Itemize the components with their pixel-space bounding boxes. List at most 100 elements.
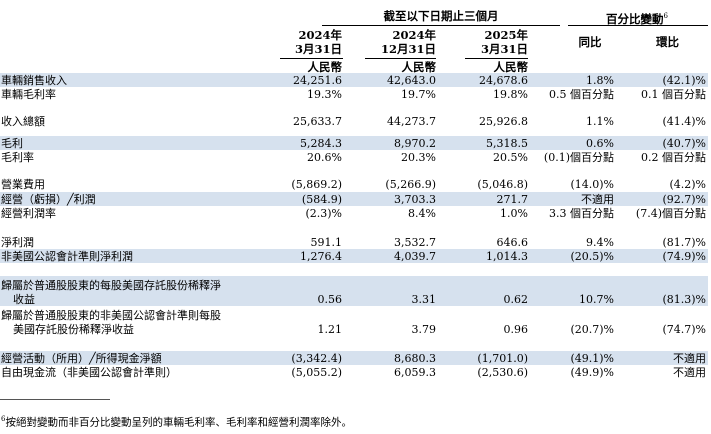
row-label: 歸屬於普通股股東的非美國公認會計準則每股 — [1, 309, 221, 322]
row-v1: 24,251.6 — [293, 74, 342, 87]
band-5 — [0, 276, 708, 306]
row-label-continued: 美國存託股份稀釋淨收益 — [13, 323, 134, 336]
footnote-rule — [0, 399, 110, 400]
row-v2: 44,273.7 — [387, 115, 436, 128]
row-v2: 6,059.3 — [394, 366, 436, 379]
row-v2: 8,970.2 — [394, 137, 436, 150]
band-2 — [0, 136, 708, 150]
col1-year: 2024年 — [298, 28, 342, 42]
row-v3: 0.96 — [503, 323, 529, 336]
row-qoq: (81.3)% — [662, 293, 706, 306]
period-group-title: 截至以下日期止三個月 — [383, 9, 499, 23]
row-yoy: 3.3 個百分點 — [549, 207, 614, 220]
row-yoy: (0.1)個百分點 — [543, 151, 614, 164]
percent-change-title: 百分比變動6 — [568, 9, 706, 26]
row-qoq: (81.7)% — [662, 236, 706, 249]
row-v1: 5,284.3 — [300, 137, 342, 150]
row-qoq: (74.7)% — [662, 323, 706, 336]
col3-currency: 人民幣 — [493, 60, 529, 74]
row-v2: 4,039.7 — [394, 250, 436, 263]
row-yoy: (20.7)% — [570, 323, 614, 336]
band-4 — [0, 249, 708, 263]
col3-date: 3月31日 — [480, 42, 528, 56]
row-yoy: 0.6% — [586, 137, 614, 150]
row-label: 經營（虧損）╱利潤 — [1, 193, 96, 206]
col1-currency: 人民幣 — [307, 60, 343, 74]
row-label: 經營活動（所用）╱所得現金淨額 — [1, 352, 162, 365]
row-yoy: 不適用 — [581, 193, 614, 206]
col2-currency: 人民幣 — [401, 60, 437, 74]
row-v1: 0.56 — [317, 293, 343, 306]
row-qoq: (7.4)個百分點 — [635, 207, 706, 220]
band-3 — [0, 192, 708, 206]
col2-date: 12月31日 — [380, 42, 436, 56]
row-v2: 3.31 — [411, 293, 437, 306]
footnote: 6按絕對變動而非百分比變動呈列的車輛毛利率、毛利率和經營利潤率除外。 — [1, 413, 352, 430]
row-v3: (5,046.8) — [477, 178, 528, 191]
row-yoy: 1.8% — [586, 74, 614, 87]
row-v1: (2.3)% — [305, 207, 342, 220]
row-qoq: (74.9)% — [662, 250, 706, 263]
row-label: 自由現金流（非美國公認會計準則） — [1, 366, 177, 379]
row-v1: 1,276.4 — [300, 250, 342, 263]
row-v2: 20.3% — [401, 151, 436, 164]
row-v2: 3,703.3 — [394, 193, 436, 206]
row-label: 經營利潤率 — [1, 207, 56, 220]
col3-year: 2025年 — [484, 28, 528, 42]
row-v3: 0.62 — [503, 293, 529, 306]
row-v3: 646.6 — [496, 236, 529, 249]
col1-rule — [280, 58, 343, 59]
row-qoq: (4.2)% — [669, 178, 706, 191]
row-qoq: (40.7)% — [662, 137, 706, 150]
percent-change-footnote-mark: 6 — [663, 12, 668, 20]
footnote-mark: 6 — [1, 415, 6, 423]
row-label: 歸屬於普通股股東的每股美國存託股份稀釋淨 — [1, 279, 221, 292]
row-v1: 20.6% — [307, 151, 342, 164]
row-v2: 19.7% — [401, 88, 436, 101]
band-6 — [0, 351, 708, 365]
qoq-header: 環比 — [656, 35, 679, 49]
row-label-continued: 收益 — [13, 293, 35, 306]
row-yoy: 10.7% — [579, 293, 614, 306]
row-qoq: (41.4)% — [662, 115, 706, 128]
row-v3: (1,701.0) — [477, 352, 528, 365]
row-qoq: 0.2 個百分點 — [641, 151, 706, 164]
row-v3: 1.0% — [500, 207, 528, 220]
row-label: 非美國公認會計準則淨利潤 — [1, 250, 133, 263]
row-v2: 3,532.7 — [394, 236, 436, 249]
row-yoy: (20.5)% — [570, 250, 614, 263]
header-rule-change — [568, 25, 708, 26]
row-v3: (2,530.6) — [477, 366, 528, 379]
row-v3: 5,318.5 — [486, 137, 528, 150]
yoy-header: 同比 — [578, 35, 602, 49]
row-label: 收入總額 — [1, 115, 45, 128]
row-qoq: 不適用 — [673, 352, 706, 365]
col2-rule — [365, 58, 436, 59]
row-v2: 8.4% — [408, 207, 436, 220]
row-v3: 19.8% — [493, 88, 528, 101]
row-v3: 25,926.8 — [479, 115, 528, 128]
row-v2: (5,266.9) — [385, 178, 436, 191]
row-v1: 591.1 — [310, 236, 343, 249]
row-v3: 271.7 — [496, 193, 529, 206]
percent-change-title-text: 百分比變動 — [606, 11, 664, 26]
row-yoy: 9.4% — [586, 236, 614, 249]
row-yoy: 0.5 個百分點 — [549, 88, 614, 101]
row-label: 毛利率 — [1, 151, 34, 164]
row-v1: (5,869.2) — [291, 178, 342, 191]
row-label: 淨利潤 — [1, 236, 34, 249]
row-qoq: 0.1 個百分點 — [641, 88, 706, 101]
header-rule-period — [322, 25, 560, 26]
col2-year: 2024年 — [392, 28, 436, 42]
row-v1: 25,633.7 — [293, 115, 342, 128]
row-yoy: (49.9)% — [570, 366, 614, 379]
row-label: 車輛銷售收入 — [1, 74, 67, 87]
col3-rule — [465, 58, 528, 59]
row-v3: 24,678.6 — [479, 74, 528, 87]
row-v2: 8,680.3 — [394, 352, 436, 365]
row-v1: (5,055.2) — [291, 366, 342, 379]
row-yoy: 1.1% — [586, 115, 614, 128]
row-label: 營業費用 — [1, 178, 45, 191]
row-v1: 1.21 — [317, 323, 343, 336]
row-label: 車輛毛利率 — [1, 88, 56, 101]
